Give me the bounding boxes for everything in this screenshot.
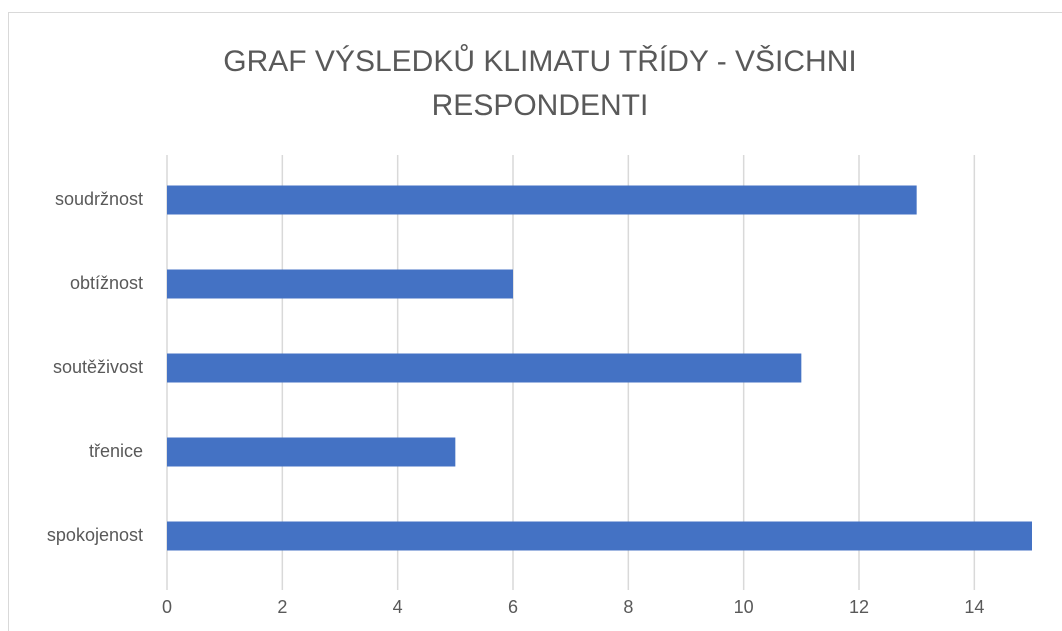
x-tick-label: 10	[734, 597, 754, 617]
bar	[167, 269, 513, 299]
x-tick-label: 14	[964, 597, 984, 617]
x-tick-label: 0	[162, 597, 172, 617]
y-tick-label: soudržnost	[55, 189, 143, 209]
y-tick-label: obtížnost	[70, 273, 143, 293]
y-tick-label: soutěživost	[53, 357, 143, 377]
chart-border	[8, 12, 1062, 631]
x-tick-label: 2	[277, 597, 287, 617]
bar	[167, 521, 1032, 551]
x-tick-label: 6	[508, 597, 518, 617]
y-tick-label: spokojenost	[47, 525, 143, 545]
bar	[167, 353, 802, 383]
x-tick-label: 4	[393, 597, 403, 617]
bar	[167, 185, 917, 215]
x-tick-label: 12	[849, 597, 869, 617]
bar	[167, 437, 456, 467]
chart-title: GRAF VÝSLEDKŮ KLIMATU TŘÍDY - VŠICHNI RE…	[223, 45, 857, 122]
y-tick-label: třenice	[89, 441, 143, 461]
x-tick-label: 8	[623, 597, 633, 617]
